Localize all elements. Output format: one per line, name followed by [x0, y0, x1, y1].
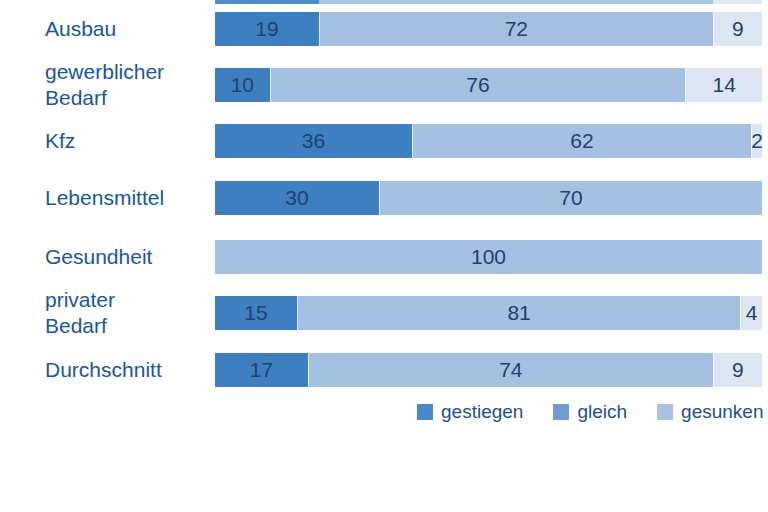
- segment-value: 17: [250, 358, 273, 382]
- chart-row: gewerblicher Bedarf 107614: [0, 68, 768, 102]
- segment-value: 14: [713, 73, 736, 97]
- bar-segment: 15: [215, 296, 297, 330]
- chart-row: Lebensmittel 30 70: [0, 181, 768, 215]
- bar: 19 72 9: [215, 12, 762, 46]
- bar: 36 62 2: [215, 124, 762, 158]
- segment-value: 76: [466, 73, 489, 97]
- bar-segment: 17: [215, 353, 308, 387]
- chart-row: Gesundheit 100: [0, 240, 768, 274]
- legend-label: gesunken: [681, 401, 763, 423]
- bar-segment: 100: [215, 240, 762, 274]
- segment-value: 70: [559, 186, 582, 210]
- legend-swatch-icon: [553, 404, 569, 420]
- legend-item: gesunken: [657, 401, 763, 423]
- stacked-bar-chart: Ausbau 19729 gewerblicher Bedarf 107614 …: [0, 0, 768, 512]
- segment-value: 81: [507, 301, 530, 325]
- cropped-bar-segment: [713, 0, 762, 4]
- bar: 17 74 9: [215, 353, 762, 387]
- segment-value: 74: [499, 358, 522, 382]
- row-label: gewerblicher Bedarf: [45, 59, 164, 111]
- legend-swatch-icon: [657, 404, 673, 420]
- bar-segment: 74: [308, 353, 713, 387]
- bar-segment: 9: [713, 353, 762, 387]
- chart-row: privater Bedarf 15814: [0, 296, 768, 330]
- segment-value: 19: [255, 17, 278, 41]
- bar-segment: 10: [215, 68, 270, 102]
- row-label: Gesundheit: [45, 244, 152, 270]
- segment-value: 100: [471, 245, 506, 269]
- segment-value: 15: [244, 301, 267, 325]
- row-label: Kfz: [45, 128, 75, 154]
- bar-segment: 72: [319, 12, 713, 46]
- bar-segment: 2: [751, 124, 762, 158]
- row-label: Durchschnitt: [45, 357, 162, 383]
- row-label: Lebensmittel: [45, 185, 164, 211]
- legend-item: gleich: [553, 401, 627, 423]
- segment-value: 2: [751, 129, 763, 153]
- bar: 10 76 14: [215, 68, 762, 102]
- cropped-bar-sliver: [215, 0, 762, 4]
- bar: 30 70: [215, 181, 762, 215]
- cropped-bar-segment: [215, 0, 319, 4]
- segment-value: 9: [732, 358, 744, 382]
- bar-segment: 14: [685, 68, 762, 102]
- segment-value: 9: [732, 17, 744, 41]
- bar-segment: 70: [379, 181, 762, 215]
- segment-value: 36: [302, 129, 325, 153]
- row-label: Ausbau: [45, 16, 116, 42]
- segment-value: 62: [570, 129, 593, 153]
- bar-segment: 62: [412, 124, 751, 158]
- legend-label: gleich: [577, 401, 627, 423]
- chart-row: Durchschnitt 17 74 9: [0, 353, 768, 387]
- bar-segment: 81: [297, 296, 740, 330]
- bar-segment: 36: [215, 124, 412, 158]
- row-label: privater Bedarf: [45, 287, 115, 339]
- legend: gestiegen gleich gesunken: [417, 402, 763, 422]
- segment-value: 10: [231, 73, 254, 97]
- legend-label: gestiegen: [441, 401, 523, 423]
- bar-segment: 30: [215, 181, 379, 215]
- bar: 15 81 4: [215, 296, 762, 330]
- bar-segment: 9: [713, 12, 762, 46]
- legend-swatch-icon: [417, 404, 433, 420]
- bar-segment: 19: [215, 12, 319, 46]
- bar-segment: 4: [740, 296, 762, 330]
- bar: 100: [215, 240, 762, 274]
- legend-item: gestiegen: [417, 401, 523, 423]
- segment-value: 30: [285, 186, 308, 210]
- chart-row: Kfz 36 62 2: [0, 124, 768, 158]
- segment-value: 72: [505, 17, 528, 41]
- bar-segment: 76: [270, 68, 686, 102]
- chart-row: Ausbau 19 72 9: [0, 12, 768, 46]
- segment-value: 4: [746, 301, 758, 325]
- cropped-bar-segment: [319, 0, 713, 4]
